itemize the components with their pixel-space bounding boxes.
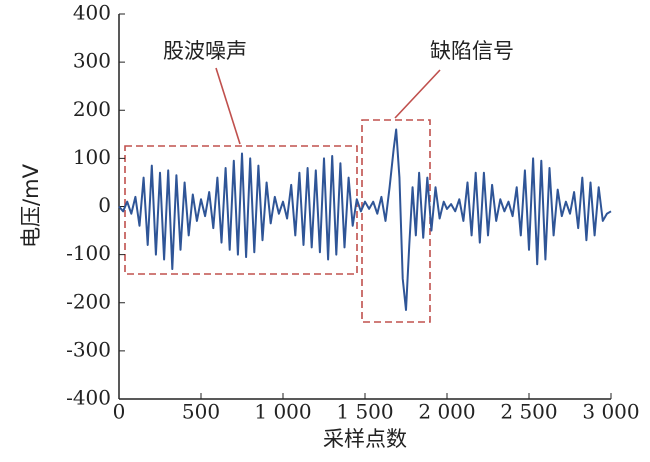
x-axis-label: 采样点数 <box>323 427 407 451</box>
defect-label: 缺陷信号 <box>430 39 514 63</box>
x-tick-label: 1 500 <box>336 400 393 424</box>
y-tick-label: -300 <box>66 337 111 361</box>
x-tick-label: 2 000 <box>418 400 475 424</box>
noise-label: 股波噪声 <box>163 39 247 63</box>
x-tick-label: 0 <box>113 400 126 424</box>
y-tick-label: -400 <box>66 386 111 410</box>
x-tick-label: 500 <box>182 400 220 424</box>
y-tick-label: -100 <box>66 241 111 265</box>
noise-arrow <box>215 67 241 145</box>
y-tick-label: 100 <box>73 145 111 169</box>
y-tick-label: -200 <box>66 289 111 313</box>
y-tick-label: 200 <box>73 97 111 121</box>
signal-line <box>118 128 612 311</box>
defect-arrow <box>394 69 441 119</box>
y-tick-label: 400 <box>73 1 111 25</box>
x-tick-label: 1 000 <box>254 400 311 424</box>
noise-box <box>124 145 358 275</box>
annotations <box>124 67 441 323</box>
y-tick-label: 0 <box>98 193 111 217</box>
y-axis-label: 电压/mV <box>19 163 43 248</box>
y-tick-label: 300 <box>73 49 111 73</box>
x-tick-label: 2 500 <box>500 400 557 424</box>
defect-box <box>361 119 431 323</box>
x-tick-label: 3 000 <box>582 400 639 424</box>
